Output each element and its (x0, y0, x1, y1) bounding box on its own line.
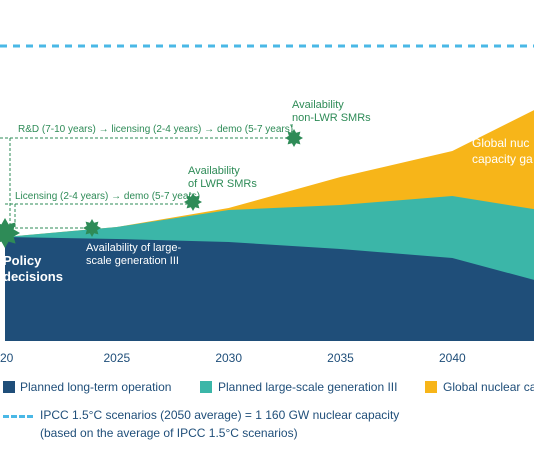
gen3-availability-marker (83, 219, 101, 237)
legend-ipcc-line (3, 415, 33, 418)
legend-label-lto: Planned long-term operation (20, 380, 172, 394)
legend-swatch-lto (3, 381, 15, 393)
nonlwr-smr-label-line1: Availability (292, 99, 344, 111)
area-planned-long-term-operation (5, 237, 534, 341)
legend-ipcc-note: (based on the average of IPCC 1.5°C scen… (40, 426, 298, 440)
capacity-gap-label-line1: Global nuc (472, 136, 529, 150)
lwr-smr-label-line2: of LWR SMRs (188, 178, 257, 190)
x-tick-label: 2035 (327, 351, 354, 365)
policy-decisions-marker (0, 218, 20, 248)
capacity-gap-label-line2: capacity ga (472, 152, 533, 166)
lwr-smr-label-line1: Availability (188, 165, 240, 177)
rd-timeline-label: R&D (7-10 years) → licensing (2-4 years)… (18, 124, 293, 135)
legend-ipcc-label: IPCC 1.5°C scenarios (2050 average) = 1 … (40, 408, 400, 422)
x-tick-label: 2040 (439, 351, 466, 365)
licensing-timeline-label: Licensing (2-4 years) → demo (5-7 years) (15, 191, 200, 202)
nonlwr-smr-availability-marker (285, 129, 303, 147)
policy-decisions-label-line1: Policy (3, 253, 42, 268)
legend-label-gap: Global nuclear ca (443, 380, 534, 394)
lwr-smr-availability-marker (184, 193, 202, 211)
x-tick-label: 2025 (103, 351, 130, 365)
gen3-availability-label-line2: scale generation III (86, 255, 179, 267)
x-tick-label: 20 (0, 351, 14, 365)
legend-swatch-gap (425, 381, 437, 393)
x-tick-label: 2030 (215, 351, 242, 365)
nonlwr-smr-label-line2: non-LWR SMRs (292, 112, 371, 124)
legend-label-gen3: Planned large-scale generation III (218, 380, 398, 394)
legend-swatch-gen3 (200, 381, 212, 393)
policy-decisions-label-line2: decisions (3, 269, 63, 284)
gen3-availability-label-line1: Availability of large- (86, 242, 182, 254)
